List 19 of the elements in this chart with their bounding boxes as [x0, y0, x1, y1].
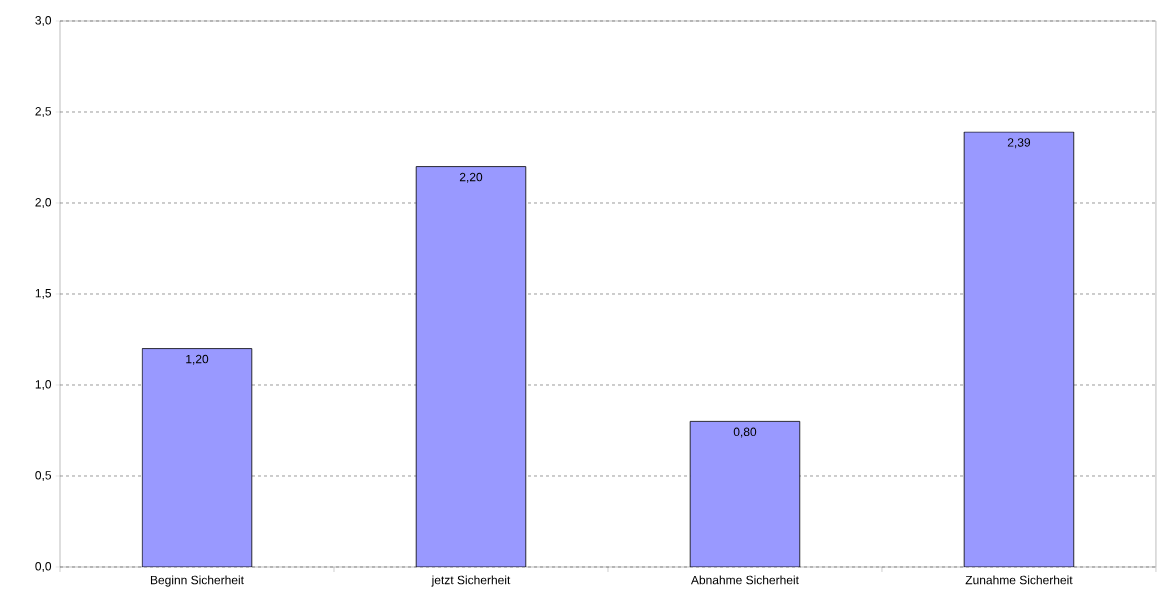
data-label: 0,80: [733, 427, 757, 438]
y-tick-label: 0,0: [35, 562, 52, 572]
x-tick-label: jetzt Sicherheit: [431, 575, 511, 587]
bar: [415, 166, 527, 567]
bar: [141, 348, 253, 567]
y-tick-label: 1,0: [35, 380, 52, 390]
y-tick-label: 0,5: [35, 471, 52, 481]
data-label: 2,39: [1007, 138, 1031, 149]
data-label: 1,20: [186, 354, 209, 365]
x-tick-label: Abnahme Sicherheit: [690, 575, 799, 585]
y-tick-label: 2,5: [35, 107, 52, 117]
bar: [689, 420, 801, 567]
bar: [963, 131, 1075, 567]
x-tick-label: Zunahme Sicherheit: [965, 575, 1073, 585]
y-tick-label: 3,0: [35, 16, 52, 26]
x-tick-label: Beginn Sicherheit: [150, 575, 244, 587]
y-tick-label: 1,5: [35, 289, 52, 299]
y-tick-label: 2,0: [35, 198, 52, 208]
data-label: 2,20: [459, 172, 483, 183]
